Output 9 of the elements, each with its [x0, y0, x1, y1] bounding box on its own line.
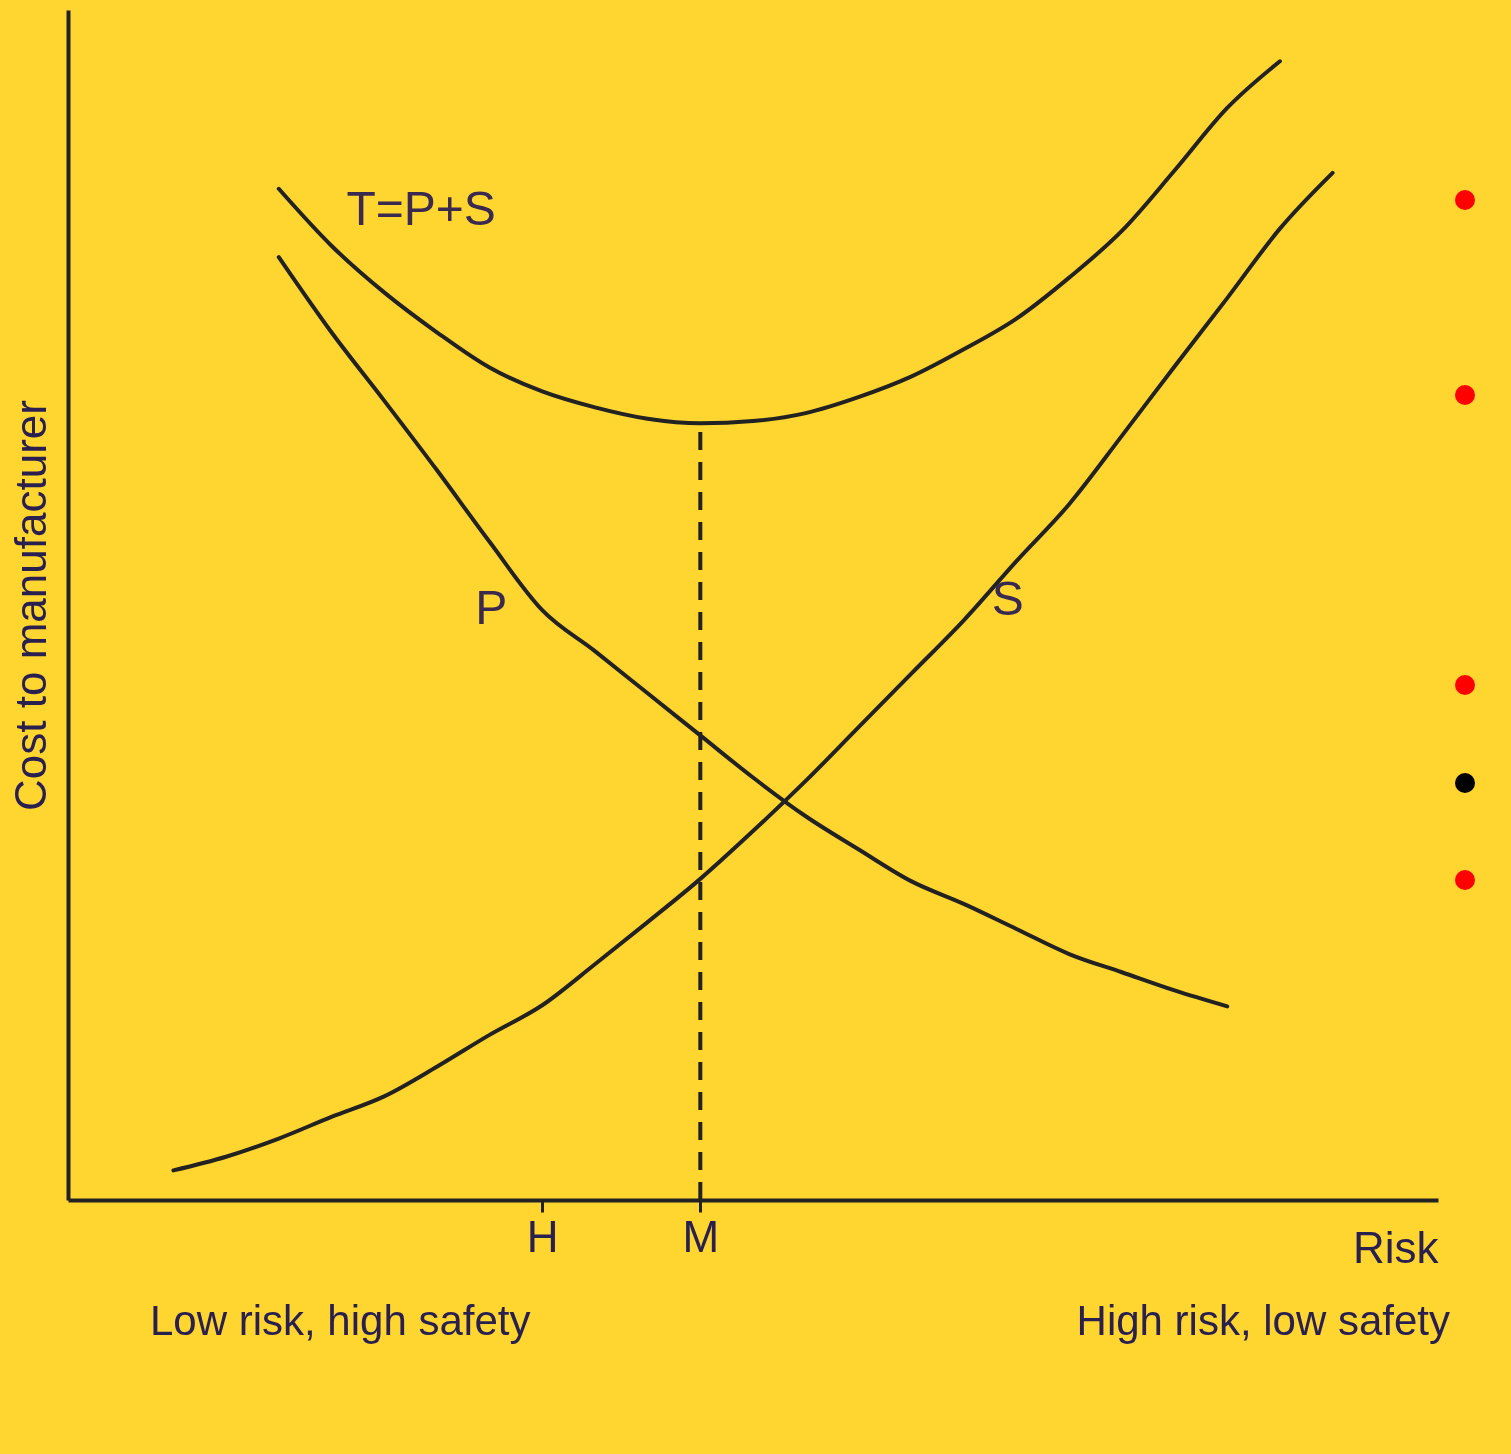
- x-axis-title: Risk: [1352, 1222, 1440, 1272]
- x-tick-label: H: [526, 1211, 559, 1261]
- series-label: T=P+S: [346, 181, 496, 235]
- series-label: S: [991, 572, 1024, 626]
- text: Low risk, high safety: [150, 1297, 531, 1345]
- text: High risk, low safety: [1076, 1297, 1450, 1345]
- series-label: P: [475, 581, 508, 635]
- x-tick-label: M: [682, 1211, 720, 1261]
- y-axis-title: Cost to manufacturer: [5, 400, 55, 811]
